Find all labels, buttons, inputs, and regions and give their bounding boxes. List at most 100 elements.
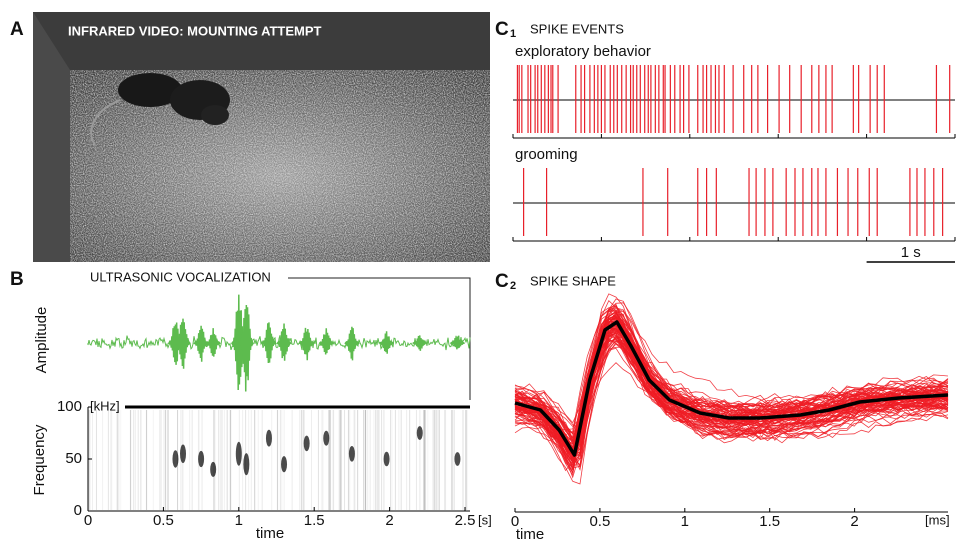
noise xyxy=(444,410,446,510)
noise xyxy=(436,410,438,510)
noise xyxy=(301,410,303,510)
panel-label: C xyxy=(495,19,509,40)
syllable-spectrum xyxy=(180,444,187,464)
syllable-burst xyxy=(379,331,395,354)
unit-label: [kHz] xyxy=(90,398,120,413)
noise xyxy=(434,410,436,510)
panel-sub: 2 xyxy=(510,280,516,292)
noise xyxy=(317,410,319,510)
noise xyxy=(107,410,109,510)
noise xyxy=(226,410,228,510)
noise xyxy=(347,410,349,510)
noise xyxy=(453,410,455,510)
noise xyxy=(373,410,375,510)
noise xyxy=(374,410,376,510)
noise xyxy=(415,410,417,510)
noise xyxy=(132,410,134,510)
noise xyxy=(167,410,169,510)
panel-sub: 1 xyxy=(510,28,516,40)
syllable-spectrum xyxy=(454,452,461,466)
noise xyxy=(363,410,365,510)
noise xyxy=(438,410,440,510)
noise xyxy=(253,410,255,510)
noise xyxy=(452,410,454,510)
noise xyxy=(365,410,367,510)
noise xyxy=(301,410,303,510)
spike-trace xyxy=(514,340,949,471)
noise xyxy=(167,410,169,510)
syllable-spectrum xyxy=(210,461,217,477)
noise xyxy=(250,410,252,510)
noise xyxy=(381,410,383,510)
syllable-burst xyxy=(344,326,360,361)
noise xyxy=(213,410,215,510)
syllable-spectrum xyxy=(198,450,205,468)
noise xyxy=(303,410,305,510)
panel-title: SPIKE SHAPE xyxy=(530,273,616,288)
noise xyxy=(340,410,342,510)
noise xyxy=(221,410,223,510)
noise xyxy=(465,410,467,510)
noise xyxy=(419,410,421,510)
noise xyxy=(134,410,136,510)
unit-label: [s] xyxy=(478,512,492,527)
noise xyxy=(291,410,293,510)
noise xyxy=(223,410,225,510)
noise xyxy=(329,410,331,510)
noise xyxy=(229,410,231,510)
syllable-spectrum xyxy=(281,456,288,473)
photo-title: INFRARED VIDEO: MOUNTING ATTEMPT xyxy=(68,23,322,38)
x-tick-label: 0 xyxy=(84,512,92,529)
x-tick-label: 0 xyxy=(511,513,519,530)
noise xyxy=(189,410,191,510)
noise xyxy=(159,410,161,510)
panel-label: A xyxy=(10,19,24,40)
noise xyxy=(465,410,467,510)
noise xyxy=(276,410,278,510)
noise xyxy=(160,410,162,510)
noise xyxy=(230,410,232,510)
noise xyxy=(394,410,396,510)
syllable-burst xyxy=(261,322,277,363)
syllable-spectrum xyxy=(348,446,355,462)
noise xyxy=(409,410,411,510)
noise xyxy=(433,410,435,510)
noise xyxy=(466,410,468,510)
noise xyxy=(354,410,356,510)
noise xyxy=(254,410,256,510)
syllable-spectrum xyxy=(235,441,242,466)
noise xyxy=(152,410,154,510)
noise xyxy=(110,410,112,510)
photo xyxy=(33,12,490,262)
noise xyxy=(311,410,313,510)
noise xyxy=(365,410,367,510)
syllable-burst xyxy=(238,304,255,392)
noise xyxy=(462,410,464,510)
panel-label: C xyxy=(495,271,509,292)
noise xyxy=(321,410,323,510)
noise xyxy=(445,410,447,510)
noise xyxy=(423,410,425,510)
noise xyxy=(279,410,281,510)
noise xyxy=(365,410,367,510)
noise xyxy=(163,410,165,510)
axis-label: Frequency xyxy=(31,424,48,495)
noise xyxy=(145,410,147,510)
noise xyxy=(427,410,429,510)
noise xyxy=(328,410,330,510)
noise xyxy=(339,410,341,510)
axis-label: time xyxy=(256,525,284,541)
noise xyxy=(220,410,222,510)
noise xyxy=(261,410,263,510)
noise xyxy=(230,410,232,510)
syllable-burst xyxy=(276,323,292,361)
noise xyxy=(450,410,452,510)
y-tick-label: 50 xyxy=(65,450,82,467)
noise xyxy=(129,410,131,510)
x-tick-label: 1.5 xyxy=(304,512,325,529)
noise xyxy=(118,410,120,510)
noise xyxy=(213,410,215,510)
x-tick-label: 2 xyxy=(385,512,393,529)
noise xyxy=(130,410,132,510)
